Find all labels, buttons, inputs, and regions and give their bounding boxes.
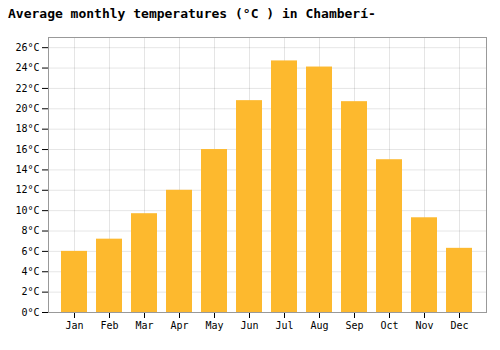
svg-text:Nov: Nov (415, 320, 433, 331)
svg-text:16°C: 16°C (15, 144, 39, 155)
svg-text:4°C: 4°C (21, 266, 39, 277)
svg-text:6°C: 6°C (21, 246, 39, 257)
svg-text:0°C: 0°C (21, 307, 39, 318)
svg-text:Oct: Oct (380, 320, 398, 331)
svg-text:Jul: Jul (275, 320, 293, 331)
svg-text:26°C: 26°C (15, 42, 39, 53)
svg-text:14°C: 14°C (15, 164, 39, 175)
svg-text:18°C: 18°C (15, 123, 39, 134)
svg-text:Dec: Dec (450, 320, 468, 331)
svg-text:12°C: 12°C (15, 184, 39, 195)
svg-text:Mar: Mar (135, 320, 153, 331)
svg-text:2°C: 2°C (21, 286, 39, 297)
svg-text:24°C: 24°C (15, 62, 39, 73)
svg-text:8°C: 8°C (21, 225, 39, 236)
svg-text:Jan: Jan (65, 320, 83, 331)
svg-text:22°C: 22°C (15, 83, 39, 94)
svg-text:Sep: Sep (345, 320, 363, 331)
svg-text:Jun: Jun (240, 320, 258, 331)
svg-text:Aug: Aug (310, 320, 328, 331)
svg-text:10°C: 10°C (15, 205, 39, 216)
svg-text:20°C: 20°C (15, 103, 39, 114)
svg-text:Apr: Apr (170, 320, 188, 331)
svg-text:Feb: Feb (100, 320, 118, 331)
html-text:Average monthly temperatures (: Average monthly temperatures (°C ) in Ch… (8, 6, 376, 21)
svg-text:May: May (205, 320, 223, 331)
